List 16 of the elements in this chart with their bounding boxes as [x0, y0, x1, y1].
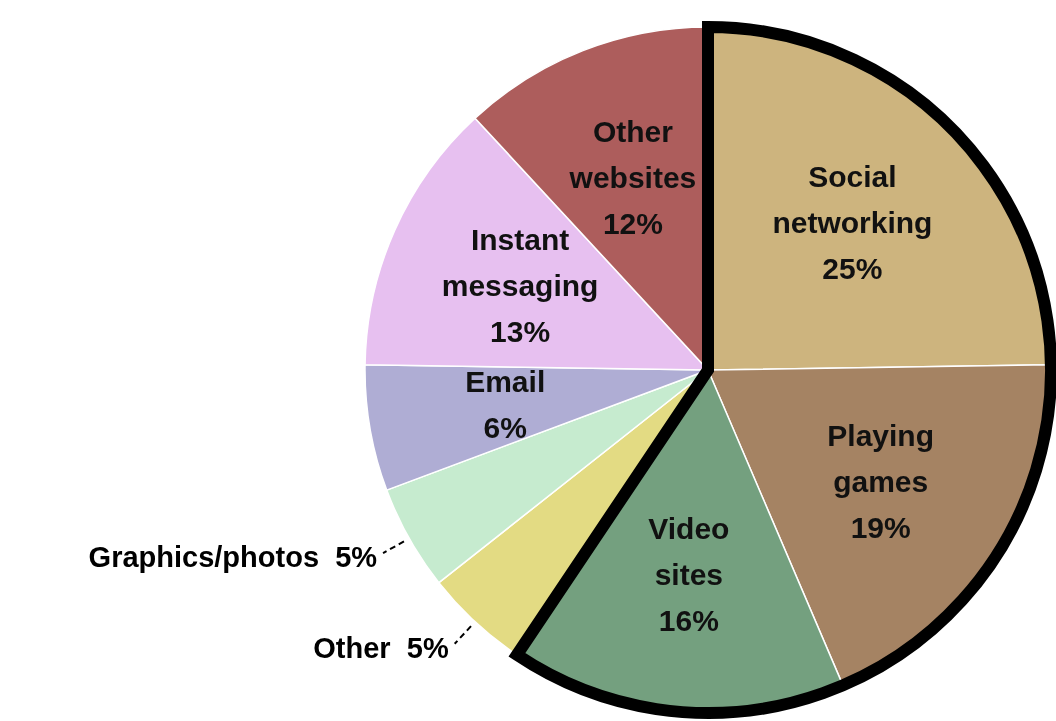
- data-label: 13%: [490, 315, 551, 349]
- data-label: 5%: [406, 631, 449, 664]
- slice-label: Social networking: [772, 160, 933, 240]
- slice-label: Playing games: [827, 419, 935, 498]
- slice-label: Other websites: [568, 115, 697, 195]
- data-label: 25%: [822, 252, 883, 286]
- slice-label: Graphics/photos: [88, 541, 320, 574]
- data-label: 5%: [335, 541, 378, 574]
- slice-label: Other: [313, 631, 391, 664]
- data-label: 16%: [658, 603, 719, 637]
- data-label: 19%: [850, 511, 911, 544]
- data-label: 6%: [483, 411, 527, 445]
- slice-label: Email: [465, 365, 546, 399]
- data-label: 12%: [602, 207, 663, 241]
- slice-label: Instant messaging: [441, 223, 599, 303]
- slice-label: Video sites: [648, 511, 730, 591]
